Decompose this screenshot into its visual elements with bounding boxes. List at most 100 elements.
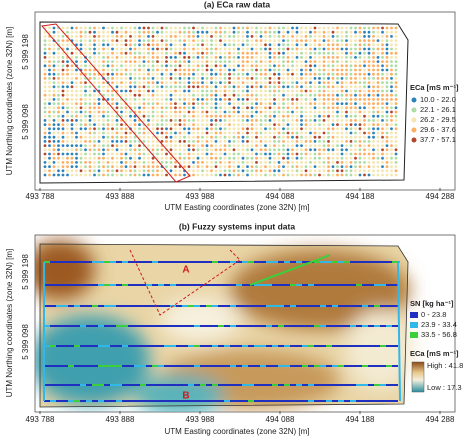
eca-point: [52, 156, 56, 160]
eca-point: [237, 39, 240, 42]
eca-point: [237, 64, 240, 68]
eca-point: [214, 60, 218, 63]
eca-point: [111, 161, 114, 164]
eca-point: [390, 131, 393, 135]
eca-point: [291, 51, 294, 55]
eca-point: [331, 161, 335, 164]
eca-point: [75, 106, 78, 110]
eca-point: [174, 173, 177, 177]
eca-point: [291, 161, 294, 164]
eca-point: [142, 43, 146, 47]
eca-point: [178, 35, 182, 38]
eca-point: [304, 39, 308, 42]
eca-point: [345, 47, 348, 51]
eca-point: [277, 93, 281, 97]
eca-point: [183, 127, 186, 131]
eca-point: [309, 173, 312, 177]
eca-point: [264, 173, 267, 177]
eca-point: [268, 119, 272, 122]
eca-point: [313, 127, 317, 131]
eca-point: [61, 85, 65, 89]
eca-point: [57, 106, 60, 110]
eca-point: [358, 89, 362, 93]
eca-point: [363, 77, 366, 80]
eca-point: [214, 98, 218, 101]
eca-point: [385, 68, 389, 72]
eca-point: [138, 114, 141, 118]
eca-point: [79, 43, 83, 47]
eca-point: [291, 81, 294, 84]
eca-point: [93, 102, 96, 105]
eca-point: [138, 60, 141, 63]
eca-point: [363, 114, 366, 118]
eca-point: [219, 89, 222, 93]
eca-point: [214, 64, 218, 68]
eca-point: [376, 93, 380, 97]
eca-point: [376, 64, 380, 68]
eca-point: [372, 72, 375, 76]
eca-point: [187, 47, 191, 51]
eca-point: [313, 114, 317, 118]
eca-point: [223, 173, 227, 177]
eca-point: [133, 47, 137, 51]
eca-point: [97, 56, 101, 59]
eca-point: [174, 72, 177, 76]
eca-point: [228, 165, 231, 169]
eca-point: [201, 60, 204, 63]
eca-point: [349, 123, 353, 126]
eca-point: [97, 47, 101, 51]
eca-point: [151, 39, 155, 42]
eca-point: [255, 77, 258, 80]
eca-point: [79, 127, 83, 131]
eca-point: [385, 140, 389, 143]
eca-point: [322, 148, 326, 152]
eca-point: [156, 110, 159, 114]
eca-point: [223, 106, 227, 110]
eca-point: [106, 60, 110, 63]
eca-point: [169, 81, 173, 84]
eca-point: [394, 106, 398, 110]
eca-point: [223, 60, 227, 63]
eca-point: [295, 135, 299, 139]
eca-point: [354, 110, 357, 114]
eca-point: [187, 165, 191, 169]
eca-point: [156, 119, 159, 122]
eca-point: [376, 161, 380, 164]
eca-point: [282, 165, 285, 169]
eca-point: [313, 173, 317, 177]
eca-point: [192, 152, 195, 156]
eca-point: [295, 43, 299, 47]
eca-point: [165, 123, 168, 126]
eca-point: [264, 106, 267, 110]
eca-point: [268, 148, 272, 152]
eca-point: [214, 51, 218, 55]
eca-point: [304, 165, 308, 169]
eca-point: [385, 110, 389, 114]
eca-point: [88, 152, 92, 156]
eca-point: [241, 135, 245, 139]
eca-point: [192, 169, 195, 173]
eca-point: [372, 127, 375, 131]
eca-point: [304, 114, 308, 118]
eca-point: [156, 148, 159, 152]
eca-point: [282, 148, 285, 152]
eca-point: [390, 106, 393, 110]
eca-point: [169, 51, 173, 55]
eca-point: [282, 169, 285, 173]
eca-point: [358, 148, 362, 152]
eca-point: [111, 39, 114, 42]
eca-point: [48, 152, 51, 156]
eca-point: [205, 102, 209, 105]
eca-point: [345, 169, 348, 173]
eca-point: [327, 140, 330, 143]
eca-point: [219, 77, 222, 80]
eca-point: [223, 161, 227, 164]
eca-point: [246, 169, 249, 173]
eca-point: [223, 64, 227, 68]
eca-point: [354, 127, 357, 131]
eca-point: [286, 106, 290, 110]
eca-point: [156, 77, 159, 80]
eca-point: [219, 173, 222, 177]
eca-point: [169, 165, 173, 169]
eca-point: [97, 64, 101, 68]
